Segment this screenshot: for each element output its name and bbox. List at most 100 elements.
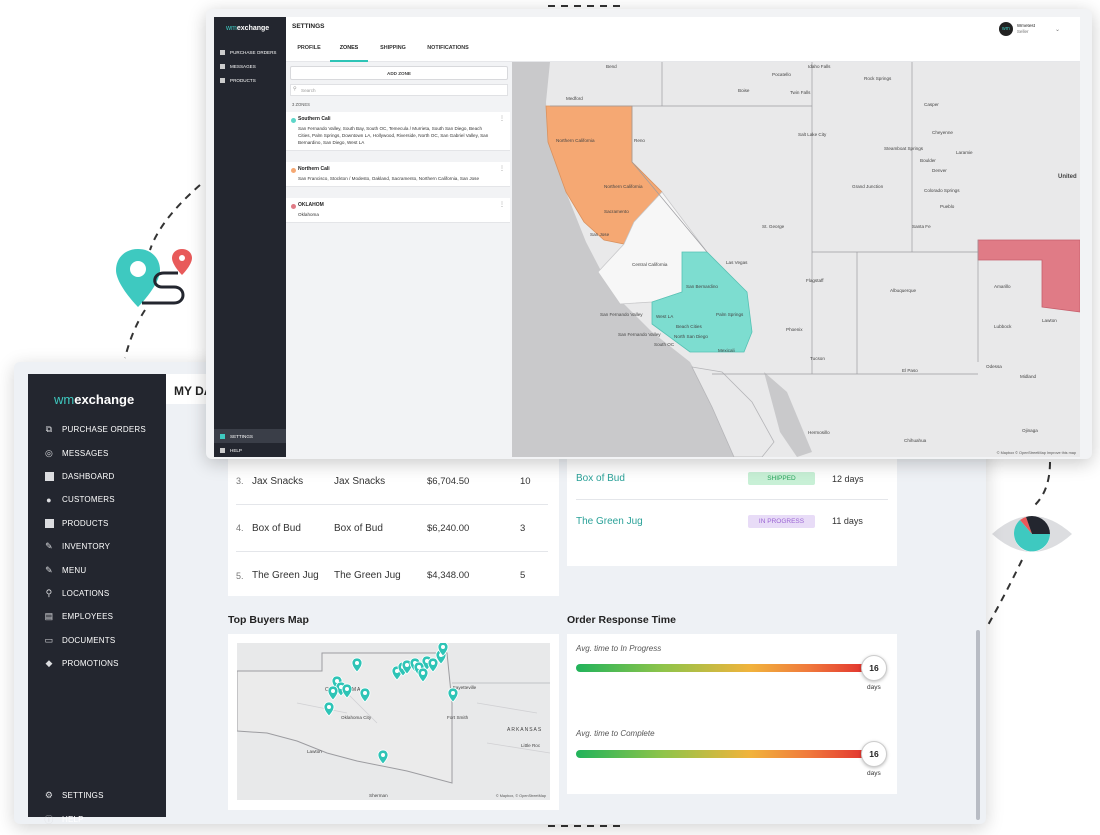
sidebar-item-products[interactable]: PRODUCTS <box>28 512 166 535</box>
map-pin-icon[interactable] <box>437 643 449 657</box>
products-icon <box>220 77 225 83</box>
zone-count: 3 ZONES <box>292 102 310 107</box>
sidebar-item-inventory[interactable]: ✎ INVENTORY <box>45 541 111 552</box>
menu-icon: ✎ <box>45 564 53 575</box>
map-pin-icon[interactable] <box>341 683 353 699</box>
sidebar-item-products[interactable]: PRODUCTS <box>214 73 286 87</box>
sidebar-item-messages[interactable]: MESSAGES <box>214 59 286 73</box>
sidebar-item-employees[interactable]: ▤ EMPLOYEES <box>44 611 114 622</box>
sidebar-item-dashboard[interactable]: DASHBOARD <box>28 465 166 488</box>
messages-icon: ◎ <box>44 447 54 458</box>
eye-chart-icon <box>990 506 1074 562</box>
buyers-map-card: OKLAHOMA Fayetteville ARKANSAS Little Ro… <box>228 634 559 810</box>
response-time-card: Avg. time to In Progress 16 days Avg. ti… <box>567 634 897 794</box>
search-input[interactable]: Search <box>290 84 508 96</box>
settings-window: wmexchange PURCHASE ORDERS MESSAGES PROD… <box>206 9 1092 459</box>
map-pin-icon[interactable] <box>427 657 439 673</box>
sidebar-item-help[interactable]: ⓘ HELP <box>44 814 84 824</box>
documents-icon: ▭ <box>44 634 54 645</box>
tab-zones[interactable]: ZONES <box>330 45 368 62</box>
help-icon: ⓘ <box>44 814 54 824</box>
purchase-orders-icon: ⧉ <box>45 424 53 435</box>
help-icon <box>220 447 225 453</box>
dashboard-sidebar: wmexchange ⧉ PURCHASE ORDERS ◎ MESSAGES DA… <box>28 374 166 824</box>
order-status-list: Box of Bud SHIPPED 12 days The Green Jug… <box>567 458 897 566</box>
scrollbar[interactable] <box>976 630 980 820</box>
metric-label: Avg. time to In Progress <box>576 644 662 653</box>
dashboard-icon <box>44 471 54 481</box>
sidebar-item-locations[interactable]: ⚲ LOCATIONS <box>45 587 110 598</box>
zones-panel: ADD ZONE Search ⚲ 3 ZONES Southern Cali … <box>286 62 512 457</box>
zone-color-dot <box>291 118 296 123</box>
settings-icon: ⚙ <box>44 790 54 801</box>
sidebar-item-customers[interactable]: ● CUSTOMERS <box>28 488 166 511</box>
map-pin-icon[interactable] <box>351 657 363 673</box>
employees-icon: ▤ <box>44 611 54 622</box>
sidebar-item-promotions[interactable]: ◆ PROMOTIONS <box>45 658 119 669</box>
purchase-orders-icon <box>220 49 225 55</box>
status-badge: SHIPPED <box>748 472 815 485</box>
zone-item-southern-cali[interactable]: Southern Cali San Fernando Valley, South… <box>286 112 510 151</box>
metric-value-complete[interactable]: 16 <box>861 741 887 767</box>
settings-header: SETTINGS PROFILE ZONES SHIPPING NOTIFICA… <box>286 17 1080 62</box>
tab-shipping[interactable]: SHIPPING <box>380 45 406 51</box>
progress-bar-in-progress <box>576 664 866 672</box>
more-options-icon[interactable]: ⋮ <box>499 166 505 172</box>
sidebar-item-help[interactable]: HELP <box>214 443 286 457</box>
list-item[interactable]: The Green Jug IN PROGRESS 11 days <box>576 514 863 528</box>
more-options-icon[interactable]: ⋮ <box>499 202 505 208</box>
zones-map[interactable]: Medford Northern California Northern Cal… <box>512 62 1080 457</box>
map-pin-icon[interactable] <box>359 687 371 703</box>
metric-value-in-progress[interactable]: 16 <box>861 655 887 681</box>
settings-sidebar: wmexchange PURCHASE ORDERS MESSAGES PROD… <box>214 17 286 457</box>
status-badge: IN PROGRESS <box>748 514 815 528</box>
map-pin-icon[interactable] <box>323 701 335 717</box>
promotions-icon: ◆ <box>45 658 53 669</box>
map-pin-icon[interactable] <box>417 667 429 683</box>
route-pin-icon <box>112 245 194 311</box>
inventory-icon: ✎ <box>45 541 53 552</box>
buyers-map-title: Top Buyers Map <box>228 614 309 626</box>
chevron-down-icon: ⌄ <box>1054 26 1060 33</box>
zone-item-northern-cali[interactable]: Northern Cali San Francisco, Stockton / … <box>286 162 510 187</box>
top-customers-table: 3. Jax Snacks Jax Snacks $6,704.50 10 4.… <box>228 458 559 596</box>
tab-notifications[interactable]: NOTIFICATIONS <box>427 45 469 51</box>
metric-label: Avg. time to Complete <box>576 729 655 738</box>
user-menu[interactable]: wm Wmetest Seller ⌄ <box>998 22 1060 36</box>
products-icon <box>44 518 54 528</box>
sidebar-item-settings[interactable]: ⚙ SETTINGS <box>44 790 104 801</box>
zone-color-dot <box>291 204 296 209</box>
dashboard-nav: ⧉ PURCHASE ORDERS ◎ MESSAGES DASHBOARD ● CU… <box>28 418 166 675</box>
table-row[interactable]: 4. Box of Bud Box of Bud $6,240.00 3 <box>236 505 548 552</box>
map-pin-icon[interactable] <box>447 687 459 703</box>
table-row[interactable]: 5. The Green Jug The Green Jug $4,348.00… <box>236 570 526 581</box>
buyers-map[interactable]: OKLAHOMA Fayetteville ARKANSAS Little Ro… <box>237 643 550 800</box>
table-row[interactable]: 3. Jax Snacks Jax Snacks $6,704.50 10 <box>236 458 548 505</box>
sidebar-item-purchase-orders[interactable]: PURCHASE ORDERS <box>214 45 286 59</box>
settings-icon <box>220 433 225 439</box>
page-title: SETTINGS <box>292 23 325 30</box>
sidebar-item-settings[interactable]: SETTINGS <box>214 429 286 443</box>
more-options-icon[interactable]: ⋮ <box>499 116 505 122</box>
dashboard-logo[interactable]: wmexchange <box>54 392 135 407</box>
settings-logo[interactable]: wmexchange <box>226 25 270 32</box>
progress-bar-complete <box>576 750 866 758</box>
list-item[interactable]: Box of Bud SHIPPED 12 days <box>576 458 888 500</box>
tab-profile[interactable]: PROFILE <box>297 45 321 51</box>
search-icon: ⚲ <box>293 86 297 92</box>
sidebar-item-messages[interactable]: ◎ MESSAGES <box>44 447 109 458</box>
add-zone-button[interactable]: ADD ZONE <box>290 66 508 80</box>
sidebar-item-documents[interactable]: ▭ DOCUMENTS <box>44 634 116 645</box>
customers-icon: ● <box>46 494 52 505</box>
locations-icon: ⚲ <box>45 587 53 598</box>
map-pin-icon[interactable] <box>327 685 339 701</box>
avatar: wm <box>998 22 1013 36</box>
messages-icon <box>220 63 225 69</box>
sidebar-item-menu[interactable]: ✎ MENU <box>45 564 87 575</box>
response-time-title: Order Response Time <box>567 614 676 626</box>
zone-color-dot <box>291 168 296 173</box>
zone-item-oklahoma[interactable]: OKLAHOM Oklahoma ⋮ <box>286 198 510 223</box>
map-pin-icon[interactable] <box>377 749 389 765</box>
dashboard-nav-bottom: ⚙ SETTINGS ⓘ HELP <box>28 784 166 824</box>
sidebar-item-purchase-orders[interactable]: ⧉ PURCHASE ORDERS <box>45 424 146 435</box>
